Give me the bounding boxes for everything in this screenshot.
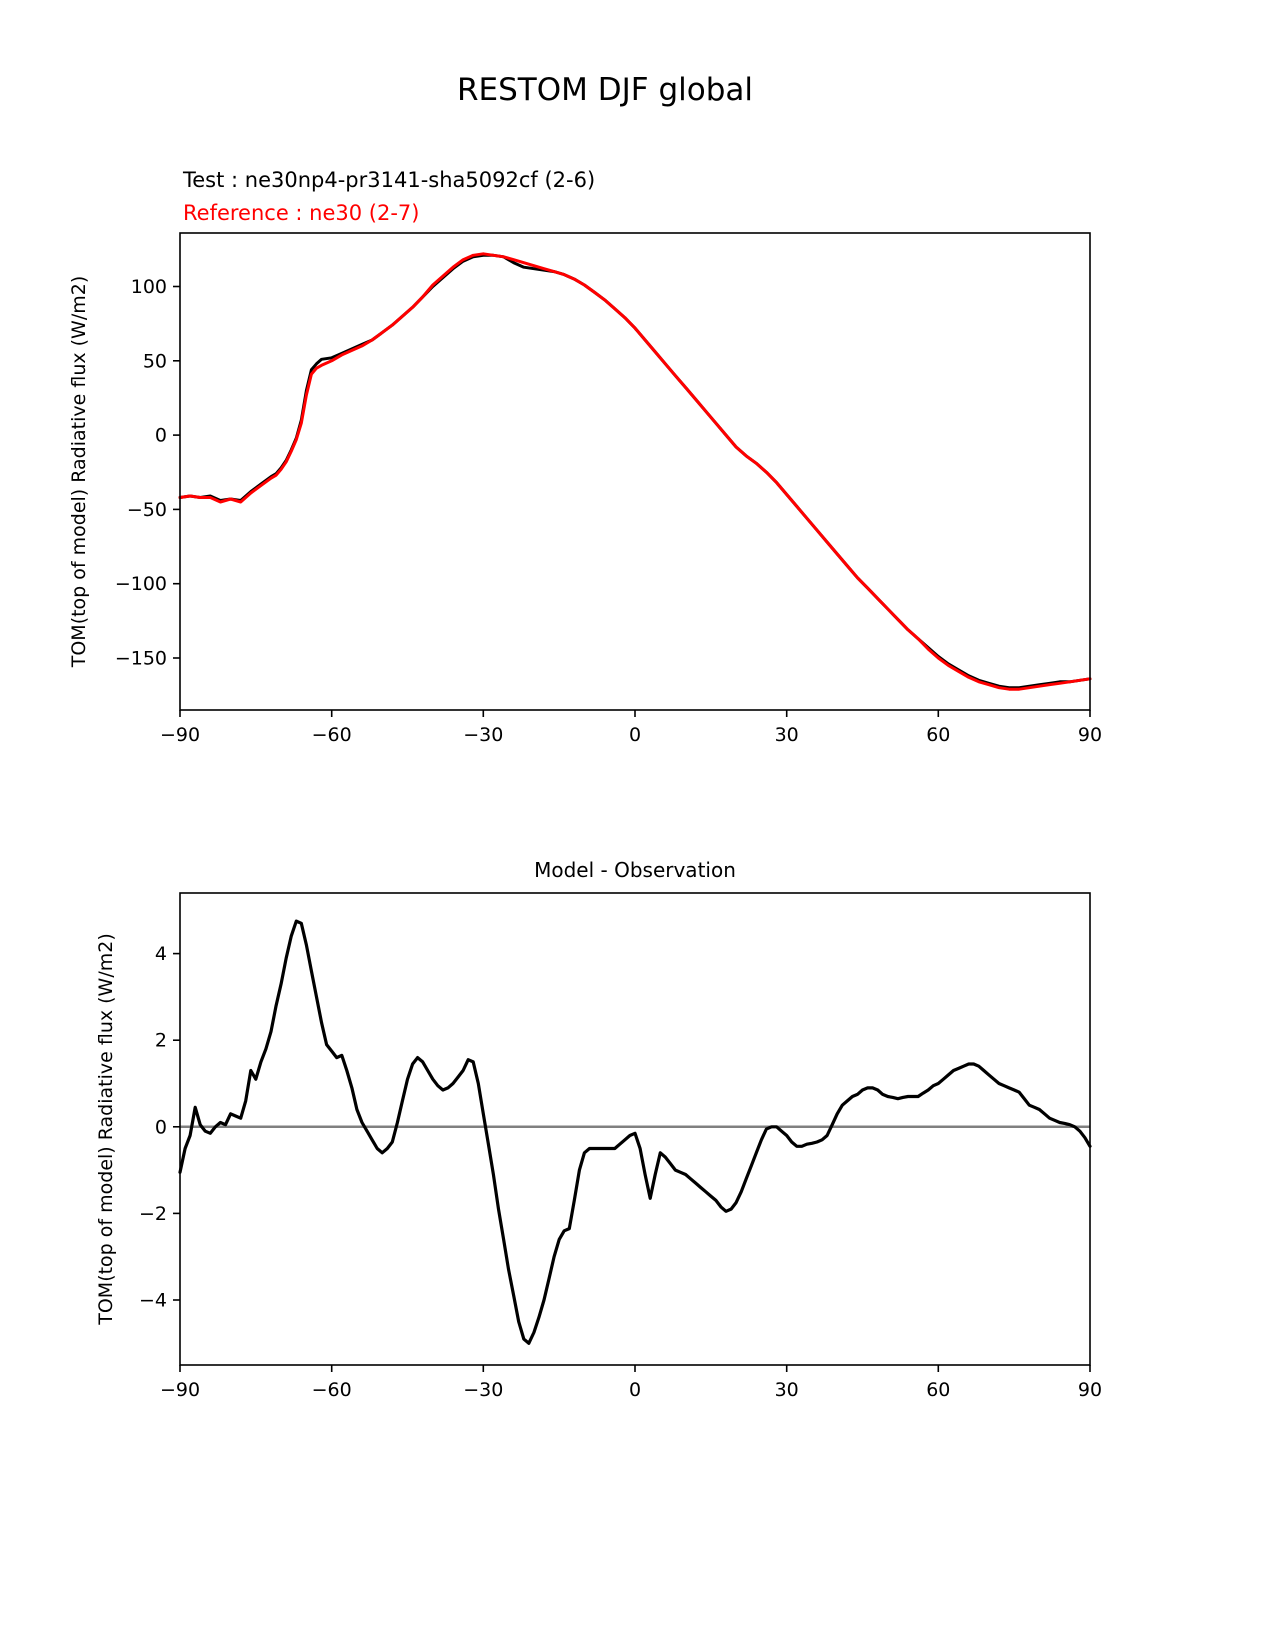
- bottom-chart-title: Model - Observation: [534, 858, 736, 882]
- y-axis-tick-label: −50: [127, 499, 167, 521]
- y-axis-tick-label: −4: [139, 1290, 167, 1312]
- y-axis-tick-label: 50: [143, 350, 167, 372]
- legend: Test : ne30np4-pr3141-sha5092cf (2-6) Re…: [183, 164, 595, 230]
- x-axis-tick-label: −60: [312, 724, 352, 746]
- legend-test-label: Test : ne30np4-pr3141-sha5092cf (2-6): [183, 168, 596, 192]
- series-line-0: [178, 919, 1092, 1345]
- legend-reference-label: Reference : ne30 (2-7): [183, 201, 420, 225]
- y-axis-tick-label: 100: [131, 276, 167, 298]
- x-axis-tick-label: 90: [1078, 724, 1102, 746]
- y-axis-tick-label: 0: [155, 1116, 167, 1138]
- x-axis-tick-label: 0: [629, 1379, 641, 1401]
- y-axis-tick-label: −150: [115, 648, 167, 670]
- x-axis-tick-label: 60: [926, 1379, 950, 1401]
- y-axis-label: TOM(top of model) Radiative flux (W/m2): [68, 276, 90, 669]
- axes-spines: [179, 892, 1091, 1366]
- x-axis-tick-label: −90: [160, 1379, 200, 1401]
- x-axis-tick-label: 0: [629, 724, 641, 746]
- x-axis-tick-label: 90: [1078, 1379, 1102, 1401]
- y-axis-tick-label: 2: [155, 1030, 167, 1052]
- x-axis-tick-label: −30: [463, 724, 503, 746]
- x-axis-tick-label: −60: [312, 1379, 352, 1401]
- figure-title: RESTOM DJF global: [457, 72, 753, 108]
- x-axis-tick-label: 30: [775, 1379, 799, 1401]
- x-axis-tick-label: 60: [926, 724, 950, 746]
- x-axis-tick-label: 30: [775, 724, 799, 746]
- x-axis-tick-label: −90: [160, 724, 200, 746]
- series-line-1: [178, 252, 1092, 691]
- y-axis-tick-label: −100: [115, 573, 167, 595]
- y-axis-tick-label: −2: [139, 1203, 167, 1225]
- y-axis-label: TOM(top of model) Radiative flux (W/m2): [95, 933, 117, 1326]
- y-axis-tick-label: 4: [155, 943, 167, 965]
- y-axis-tick-label: 0: [155, 425, 167, 447]
- x-axis-tick-label: −30: [463, 1379, 503, 1401]
